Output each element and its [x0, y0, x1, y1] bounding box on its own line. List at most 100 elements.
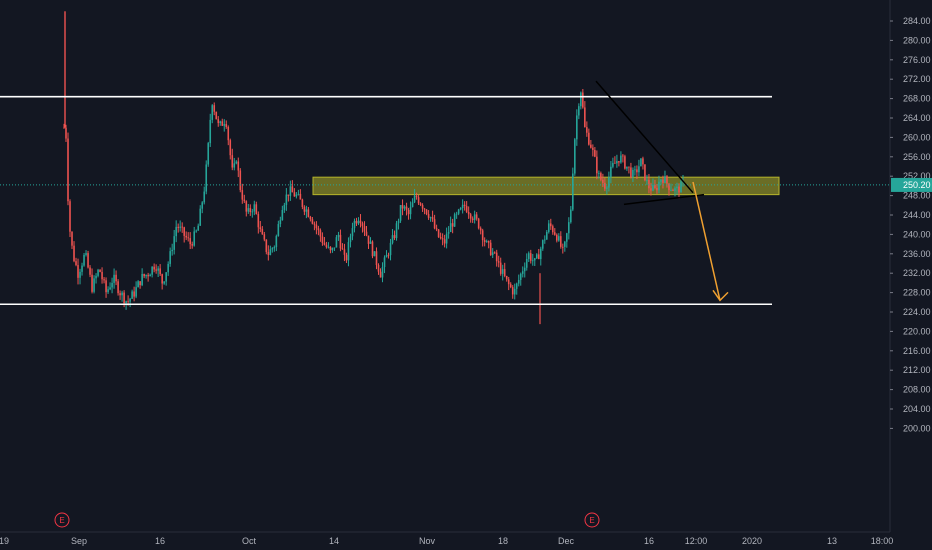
candle	[207, 141, 210, 167]
candle	[199, 205, 202, 226]
candle	[547, 220, 550, 234]
candle	[417, 194, 420, 206]
candle	[600, 171, 602, 182]
candle	[381, 262, 384, 283]
candle	[521, 266, 524, 278]
candle	[227, 125, 230, 146]
candle	[553, 228, 556, 236]
candle	[461, 199, 464, 214]
price-tick-label: 236.00	[903, 249, 931, 259]
candle	[435, 224, 438, 232]
candle	[119, 290, 121, 300]
candle	[79, 268, 81, 285]
candle	[277, 220, 280, 237]
price-tick-label: 284.00	[903, 16, 931, 26]
candle	[419, 202, 422, 207]
candle	[99, 269, 101, 273]
candle	[165, 272, 167, 286]
candle	[63, 123, 65, 129]
candle	[636, 165, 638, 180]
candle	[574, 137, 576, 176]
earnings-event-icon[interactable]: E	[54, 512, 70, 528]
candle	[301, 198, 304, 210]
candle	[483, 237, 486, 247]
candle	[195, 229, 198, 233]
candle	[447, 226, 450, 239]
candle	[644, 164, 646, 182]
candle	[83, 253, 85, 267]
candle	[315, 221, 318, 235]
candle	[177, 223, 179, 233]
candle	[283, 202, 286, 213]
price-tick-label: 220.00	[903, 326, 931, 336]
candle	[509, 282, 512, 289]
candle	[535, 253, 538, 260]
candle	[323, 237, 326, 246]
candle	[425, 209, 428, 216]
candle	[111, 277, 113, 294]
candle	[399, 205, 402, 223]
candle	[642, 156, 644, 170]
candle	[531, 253, 534, 266]
candle	[429, 216, 432, 222]
candle	[239, 168, 242, 193]
candle	[525, 253, 528, 271]
candle	[495, 249, 498, 267]
candle	[279, 216, 282, 228]
candle	[357, 217, 360, 226]
earnings-event-icon[interactable]: E	[584, 512, 600, 528]
candle	[245, 200, 248, 217]
descending-trendline[interactable]	[595, 80, 694, 194]
time-tick-label: 18	[498, 536, 508, 546]
candle	[555, 233, 558, 243]
projection-arrow[interactable]	[692, 181, 729, 302]
candle	[87, 250, 89, 269]
candle	[71, 231, 73, 250]
price-tick-label: 224.00	[903, 307, 931, 317]
candle	[626, 166, 628, 171]
candle	[638, 159, 640, 177]
candle	[445, 227, 448, 249]
candle	[345, 252, 348, 263]
time-axis[interactable]: 19 Sep 16 Oct 14 Nov 18 Dec 16 12:00 2020 13 18:00	[0, 531, 893, 546]
candle	[387, 252, 390, 259]
candle	[505, 275, 508, 282]
candle	[383, 255, 386, 274]
candle	[243, 194, 246, 204]
candle	[213, 102, 216, 116]
price-tick-label: 240.00	[903, 229, 931, 239]
candle	[628, 166, 630, 174]
candle	[261, 226, 264, 235]
candle	[299, 189, 302, 200]
candle	[181, 222, 183, 233]
candle	[415, 192, 418, 200]
price-axis[interactable]: 284.00 280.00 276.00 272.00 268.00 264.00 260.…	[889, 0, 932, 532]
candle	[311, 216, 314, 225]
price-tick-label: 272.00	[903, 74, 931, 84]
price-tick-label: 256.00	[903, 152, 931, 162]
candle	[479, 226, 482, 235]
candle	[351, 222, 354, 241]
candle	[564, 240, 566, 252]
candle	[131, 289, 133, 299]
candle	[347, 237, 350, 267]
candle	[65, 124, 67, 142]
highlight-zone[interactable]	[312, 176, 780, 196]
candle	[598, 170, 600, 179]
candle	[175, 220, 177, 243]
candle	[285, 188, 288, 211]
price-tick-label: 200.00	[903, 423, 931, 433]
candle	[105, 277, 107, 298]
candle	[562, 243, 564, 254]
price-tick-label: 228.00	[903, 288, 931, 298]
candle	[343, 243, 346, 262]
candle	[453, 212, 456, 227]
candle	[485, 239, 488, 243]
time-tick-label: 16	[155, 536, 165, 546]
candle	[267, 245, 270, 261]
ascending-trendline[interactable]	[623, 193, 705, 206]
candle	[369, 237, 372, 244]
candle	[275, 234, 278, 252]
